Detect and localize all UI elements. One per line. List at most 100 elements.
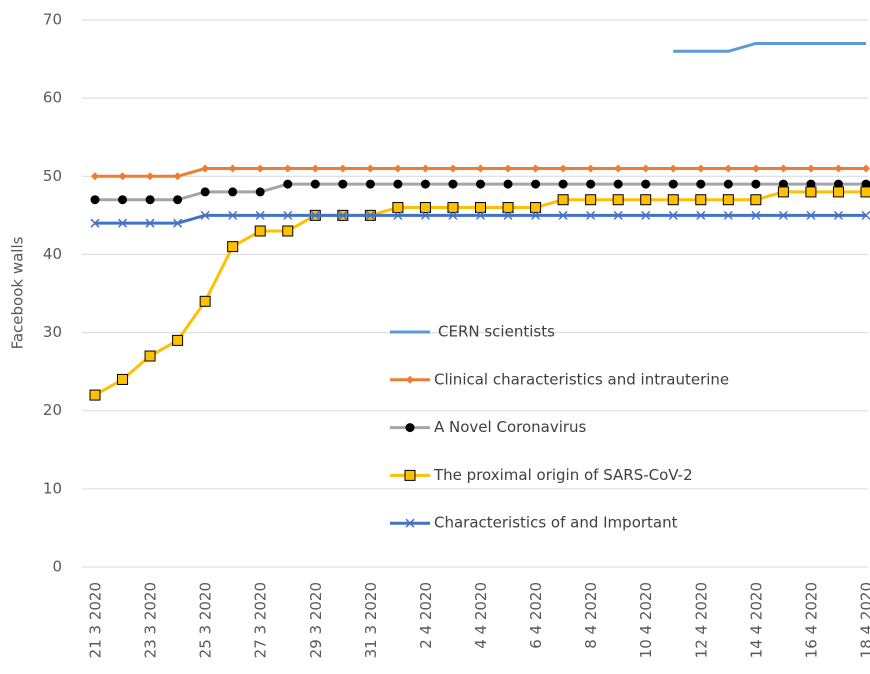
marker xyxy=(668,179,678,189)
marker xyxy=(613,210,623,220)
marker xyxy=(531,164,540,173)
marker xyxy=(475,210,486,220)
marker xyxy=(118,172,127,181)
marker xyxy=(200,210,210,220)
x-tick-label: 4 4 2020 xyxy=(472,582,490,649)
marker xyxy=(311,164,320,173)
marker xyxy=(283,164,292,173)
marker xyxy=(833,210,843,220)
marker xyxy=(91,172,99,181)
marker xyxy=(530,202,542,214)
marker xyxy=(613,179,623,189)
marker xyxy=(118,195,128,205)
marker xyxy=(447,202,459,214)
marker xyxy=(668,210,678,220)
marker xyxy=(283,210,293,220)
marker xyxy=(89,389,101,401)
marker xyxy=(405,518,415,528)
marker xyxy=(695,194,707,206)
marker xyxy=(503,210,513,220)
x-tick-label: 6 4 2020 xyxy=(527,582,545,649)
marker xyxy=(696,164,705,173)
marker xyxy=(117,373,129,385)
marker xyxy=(503,179,513,189)
marker xyxy=(778,210,788,220)
y-tick-label: 30 xyxy=(43,323,62,341)
x-tick-label: 8 4 2020 xyxy=(582,582,600,649)
marker xyxy=(365,210,375,220)
series-line xyxy=(95,213,866,225)
marker xyxy=(392,202,404,214)
marker xyxy=(144,350,156,362)
x-tick-label: 14 4 2020 xyxy=(747,582,765,658)
marker xyxy=(404,469,416,481)
legend-item: A Novel Coronavirus xyxy=(390,418,587,436)
marker xyxy=(834,164,843,173)
marker xyxy=(750,194,762,206)
marker xyxy=(282,225,294,237)
marker xyxy=(365,179,375,189)
marker xyxy=(421,164,430,173)
marker xyxy=(860,186,870,198)
marker xyxy=(283,179,293,189)
x-tick-label: 29 3 2020 xyxy=(307,582,325,658)
legend-label: A Novel Coronavirus xyxy=(434,418,587,436)
marker xyxy=(751,179,761,189)
marker xyxy=(173,218,183,228)
x-tick-label: 23 3 2020 xyxy=(142,582,160,658)
marker xyxy=(476,179,485,189)
x-tick-label: 2 4 2020 xyxy=(417,582,435,649)
marker xyxy=(338,179,348,189)
marker xyxy=(723,210,733,220)
y-tick-label: 40 xyxy=(43,245,62,263)
marker xyxy=(669,164,678,173)
y-tick-label: 70 xyxy=(43,11,62,29)
marker xyxy=(806,210,816,220)
series-line xyxy=(673,41,866,53)
legend-item: CERN scientists xyxy=(390,323,555,341)
marker xyxy=(393,210,403,220)
series-line xyxy=(94,190,866,397)
marker xyxy=(751,164,760,173)
legend-item: The proximal origin of SARS-CoV-2 xyxy=(390,466,693,484)
x-tick-label: 10 4 2020 xyxy=(637,582,655,658)
marker xyxy=(310,210,320,220)
y-axis-label: Facebook walls xyxy=(9,236,27,349)
marker xyxy=(862,164,870,173)
marker xyxy=(406,375,414,384)
y-tick-label: 50 xyxy=(43,167,62,185)
marker xyxy=(145,195,155,205)
x-tick-label: 21 3 2020 xyxy=(87,582,105,658)
x-tick-label: 16 4 2020 xyxy=(802,582,820,658)
marker xyxy=(723,179,733,189)
legend-label: The proximal origin of SARS-CoV-2 xyxy=(433,466,693,484)
marker xyxy=(641,179,651,189)
marker xyxy=(531,210,541,220)
marker xyxy=(227,241,239,253)
marker xyxy=(502,202,514,214)
marker xyxy=(173,172,182,181)
marker xyxy=(586,164,595,173)
marker xyxy=(366,164,375,173)
marker xyxy=(779,164,788,173)
marker xyxy=(255,187,265,197)
marker xyxy=(393,179,403,189)
marker xyxy=(146,172,155,181)
marker xyxy=(118,218,128,228)
marker xyxy=(777,186,789,198)
marker xyxy=(255,210,265,220)
marker xyxy=(310,179,320,189)
marker xyxy=(586,179,596,189)
y-tick-label: 20 xyxy=(43,401,62,419)
marker xyxy=(393,164,402,173)
legend-label: Characteristics of and Important xyxy=(434,514,678,532)
marker xyxy=(228,164,237,173)
x-tick-label: 12 4 2020 xyxy=(692,582,710,658)
marker xyxy=(832,186,844,198)
marker xyxy=(640,194,652,206)
marker xyxy=(861,210,870,220)
marker xyxy=(201,164,210,173)
marker xyxy=(90,218,100,228)
marker xyxy=(419,202,431,214)
